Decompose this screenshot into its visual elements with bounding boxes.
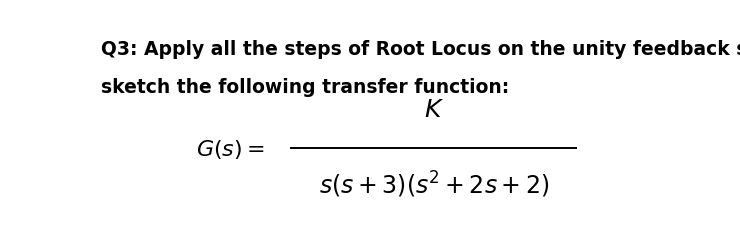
Text: $\mathit{G}(\mathit{s})=$: $\mathit{G}(\mathit{s})=$ (196, 137, 265, 160)
Text: $\mathit{K}$: $\mathit{K}$ (424, 97, 444, 122)
Text: Q3: Apply all the steps of Root Locus on the unity feedback system to: Q3: Apply all the steps of Root Locus on… (101, 40, 740, 59)
Text: $\mathit{s}(\mathit{s}+3)(\mathit{s}^2+2\mathit{s}+2)$: $\mathit{s}(\mathit{s}+3)(\mathit{s}^2+2… (318, 169, 549, 199)
Text: sketch the following transfer function:: sketch the following transfer function: (101, 78, 509, 96)
